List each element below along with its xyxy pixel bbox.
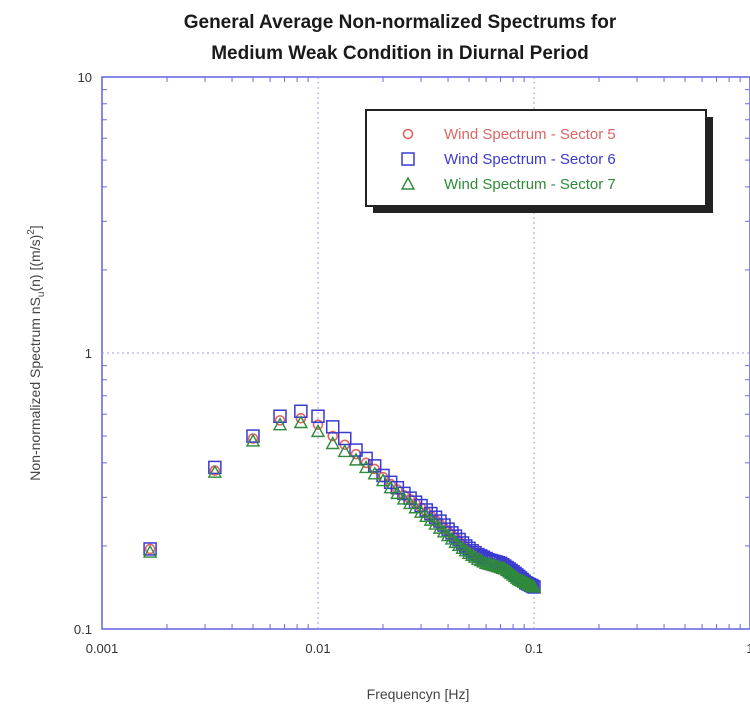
series-triangle (142, 415, 542, 593)
y-tick-label: 1 (85, 346, 92, 361)
data-point (376, 468, 390, 483)
y-tick-label: 0.1 (74, 622, 92, 637)
axis-ticks: 0.001 0.01 0.1 1 0.1 1 10 (74, 70, 750, 656)
data-point (413, 504, 429, 518)
data-point (461, 545, 477, 560)
data-point (337, 443, 352, 458)
legend-label: Wind Spectrum - Sector 7 (444, 176, 616, 193)
x-tick-label: 0.1 (525, 641, 543, 656)
data-point (375, 473, 391, 487)
data-point (493, 560, 508, 574)
data-point (396, 491, 412, 505)
data-point (144, 543, 156, 555)
data-point (246, 429, 260, 443)
data-point (470, 551, 486, 565)
legend-marker (401, 152, 415, 166)
data-point (348, 452, 364, 466)
x-tick-label: 0.01 (305, 641, 330, 656)
data-point (274, 415, 286, 426)
data-point (473, 553, 488, 567)
x-axis-label: Frequencyn [Hz] (367, 686, 470, 702)
data-point (423, 512, 439, 526)
x-tick-label: 0.001 (86, 641, 119, 656)
data-point (358, 459, 374, 474)
data-point (467, 549, 483, 563)
data-point (311, 409, 325, 423)
x-tick-label: 1 (746, 641, 750, 656)
data-point (525, 578, 540, 592)
data-point (523, 577, 539, 591)
data-point (142, 544, 158, 558)
data-point (367, 466, 382, 480)
y-axis-label: Non-normalized Spectrum nSu(n) [(m/s)2] (26, 225, 47, 480)
data-point (327, 430, 339, 442)
data-point (295, 412, 307, 424)
legend: Wind Spectrum - Sector 5 Wind Spectrum - … (365, 109, 713, 213)
data-point (408, 500, 423, 514)
chart-subtitle: Medium Weak Condition in Diurnal Period (211, 43, 589, 64)
y-tick-label: 10 (78, 70, 92, 85)
data-point (464, 547, 480, 561)
data-point (207, 464, 223, 478)
data-point (325, 436, 340, 450)
data-point (402, 496, 418, 510)
data-point (349, 443, 363, 457)
legend-items: Wind Spectrum - Sector 5 Wind Spectrum - … (400, 126, 616, 193)
legend-marker (402, 128, 414, 140)
data-point (273, 409, 287, 423)
data-point (293, 415, 309, 429)
data-point (143, 542, 157, 556)
data-point (310, 423, 326, 438)
data-point (526, 579, 542, 593)
chart-title: General Average Non-normalized Spectrums… (184, 12, 617, 33)
legend-marker (400, 176, 416, 190)
data-point (455, 540, 470, 555)
legend-label: Wind Spectrum - Sector 5 (444, 126, 616, 143)
data-point (312, 419, 324, 430)
data-point (245, 433, 261, 447)
data-point (451, 537, 467, 552)
data-point (359, 451, 373, 466)
data-points (142, 404, 542, 594)
data-point (325, 420, 340, 434)
data-point (390, 485, 405, 500)
legend-label: Wind Spectrum - Sector 6 (444, 151, 616, 168)
data-point (509, 570, 525, 584)
data-point (383, 480, 398, 494)
data-point (272, 417, 288, 431)
data-point (458, 543, 473, 557)
data-point (208, 460, 222, 475)
legend-box (365, 109, 707, 207)
